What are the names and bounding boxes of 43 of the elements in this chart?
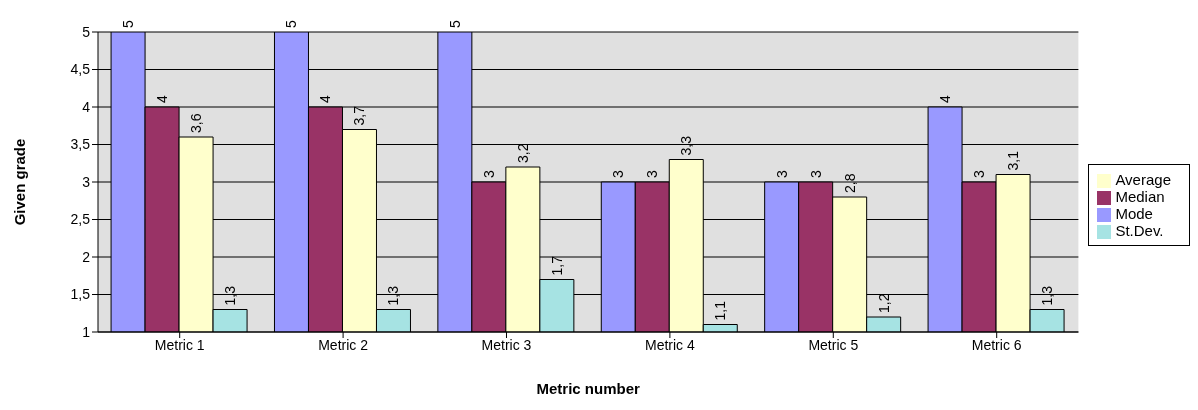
- data-label: 2,8: [841, 173, 858, 193]
- x-axis-title: Metric number: [536, 380, 641, 397]
- data-label: 5: [446, 20, 463, 28]
- data-label: 4: [937, 95, 954, 103]
- data-label: 4: [154, 95, 171, 103]
- data-label: 3: [807, 170, 824, 178]
- data-label: 3: [480, 170, 497, 178]
- data-label: 1,3: [385, 285, 402, 306]
- x-tick-label: Metric 4: [645, 336, 695, 353]
- data-label: 3,3: [678, 135, 695, 156]
- legend-label: St.Dev.: [1115, 222, 1164, 240]
- legend-label: Median: [1115, 187, 1165, 205]
- data-label: 3: [644, 170, 661, 178]
- x-tick-label: Metric 5: [808, 336, 859, 353]
- y-tick-label: 4: [82, 98, 91, 115]
- x-tick-label: Metric 3: [481, 336, 532, 353]
- y-axis-title: Given grade: [11, 138, 29, 226]
- data-label: 3,6: [188, 113, 205, 133]
- y-tick-label: 2: [82, 248, 91, 265]
- x-tick-label: Metric 6: [971, 336, 1022, 353]
- data-label: 3,1: [1005, 150, 1022, 171]
- y-tick-label: 1,5: [70, 286, 91, 303]
- legend-label: Mode: [1115, 205, 1153, 222]
- data-label: 1,3: [222, 285, 239, 306]
- y-tick-label: 2,5: [70, 211, 91, 228]
- x-tick-label: Metric 2: [318, 336, 369, 353]
- y-tick-label: 5: [82, 23, 91, 40]
- data-label: 3: [971, 170, 988, 178]
- y-tick-label: 3: [82, 173, 91, 190]
- legend-label: Average: [1115, 170, 1171, 188]
- x-tick-label: Metric 1: [154, 336, 205, 353]
- data-label: 3: [773, 170, 790, 178]
- data-label: 1,3: [1039, 285, 1056, 306]
- data-label: 5: [283, 20, 300, 28]
- data-label: 4: [317, 95, 334, 103]
- data-label: 3,7: [351, 105, 368, 126]
- data-label: 5: [120, 20, 137, 28]
- data-label: 3: [610, 170, 627, 178]
- y-tick-label: 3,5: [70, 136, 91, 153]
- y-tick-label: 1: [82, 323, 91, 340]
- y-tick-label: 4,5: [70, 61, 91, 78]
- data-label: 1,1: [712, 300, 729, 321]
- data-label: 1,7: [548, 255, 565, 276]
